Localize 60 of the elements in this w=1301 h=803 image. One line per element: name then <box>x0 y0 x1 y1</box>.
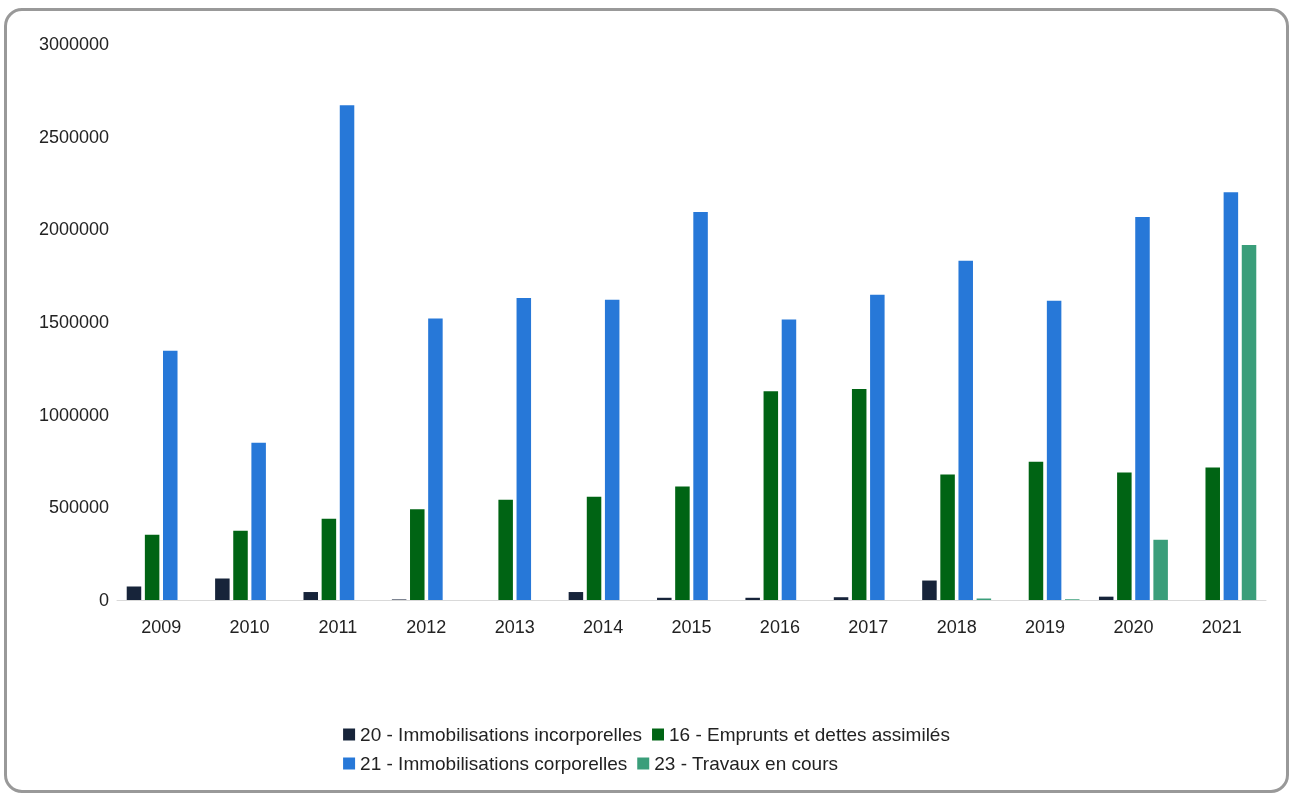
bar <box>321 518 337 600</box>
bar <box>870 294 885 600</box>
x-tick-label: 2010 <box>229 617 270 637</box>
bar <box>1046 300 1062 600</box>
bar <box>675 486 690 600</box>
y-tick-label: 2000000 <box>38 219 109 240</box>
bar <box>1205 467 1220 600</box>
bar <box>410 509 425 600</box>
bar <box>833 597 849 600</box>
y-tick-label: 500000 <box>48 497 109 518</box>
x-tick-label: 2013 <box>494 617 535 637</box>
bar <box>1241 244 1257 600</box>
bar <box>693 212 708 600</box>
bar <box>1117 472 1132 600</box>
x-tick-label: 2015 <box>671 617 712 637</box>
bar <box>144 534 160 600</box>
x-tick-label: 2009 <box>141 617 182 637</box>
bar <box>498 499 513 600</box>
bar <box>781 319 797 600</box>
x-tick-label: 2019 <box>1025 617 1066 637</box>
bar <box>339 105 355 600</box>
bar <box>1135 217 1150 600</box>
bar <box>958 260 973 600</box>
legend-label: 23 - Travaux en cours <box>654 753 839 774</box>
bar <box>922 580 937 600</box>
x-tick-label: 2011 <box>318 617 358 637</box>
bar <box>940 474 955 600</box>
bar <box>516 297 532 600</box>
legend-label: 21 - Immobilisations corporelles <box>360 753 628 774</box>
x-tick-label: 2014 <box>583 617 624 637</box>
bar <box>1028 461 1044 600</box>
y-tick-label: 1500000 <box>38 312 109 332</box>
bar <box>568 592 584 600</box>
bar <box>251 442 266 600</box>
bar <box>763 391 779 600</box>
bar <box>233 530 248 600</box>
x-tick-label: 2021 <box>1201 617 1242 637</box>
legend-label: 16 - Emprunts et dettes assimilés <box>669 724 950 745</box>
bar <box>604 299 620 600</box>
y-tick-label: 2500000 <box>38 126 109 147</box>
y-tick-label: 3000000 <box>38 34 109 54</box>
bar <box>163 350 178 600</box>
x-tick-label: 2020 <box>1113 617 1154 637</box>
bar <box>303 592 319 600</box>
legend-label: 20 - Immobilisations incorporelles <box>360 724 643 745</box>
y-tick-label: 0 <box>98 590 109 610</box>
bar <box>215 578 230 600</box>
x-tick-label: 2018 <box>936 617 977 637</box>
bar <box>745 597 760 600</box>
bar <box>1153 539 1168 600</box>
x-tick-label: 2017 <box>848 617 889 637</box>
x-tick-label: 2012 <box>406 617 447 637</box>
y-tick-label: 1000000 <box>38 404 109 425</box>
bar <box>428 318 443 600</box>
bar <box>586 496 602 600</box>
bar <box>126 586 142 600</box>
x-tick-label: 2016 <box>759 617 800 637</box>
bar <box>851 389 867 600</box>
bar <box>1223 192 1239 600</box>
bar <box>657 597 672 600</box>
